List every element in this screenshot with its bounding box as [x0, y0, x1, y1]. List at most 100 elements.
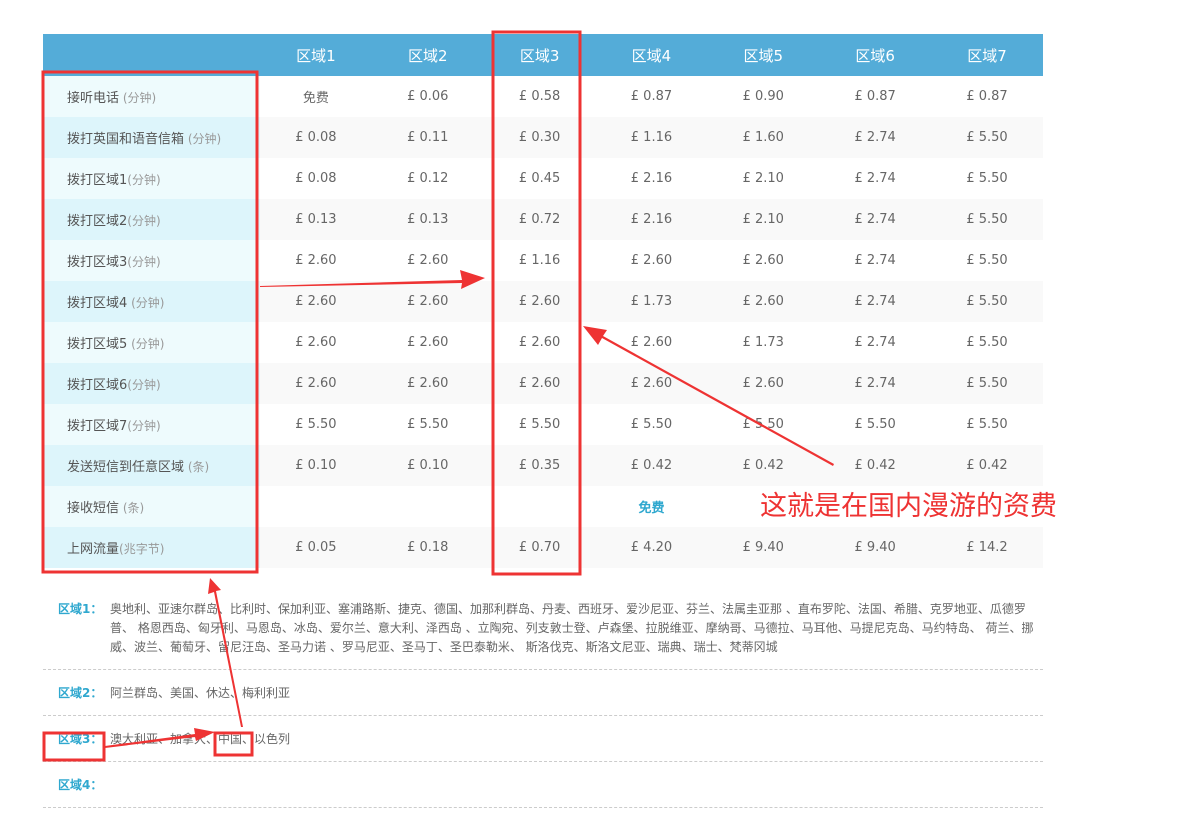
merged-cell: 免费 [638, 501, 665, 516]
region-item: 区域2： 阿兰群岛、美国、休达、梅利利亚 [43, 680, 1043, 716]
row-unit: (兆字节) [119, 542, 165, 556]
price-cell: £ 0.08 [295, 171, 337, 186]
price-cell: £ 0.11 [371, 117, 484, 158]
price-cell: £ 5.50 [295, 417, 337, 432]
column-header: 区域5 [707, 34, 820, 76]
highlight-box-region3-label [42, 731, 106, 762]
price-cell: £ 0.13 [260, 199, 372, 240]
price-cell: £ 1.16 [518, 253, 561, 268]
price-cell: £ 2.74 [854, 253, 896, 268]
table-row: 发送短信到任意区域 (条) £ 0.10 £ 0.10 £ 0.35 £ 0.42 £ 0… [43, 445, 1043, 486]
table-row: 接收短信 (条) 免费 [43, 486, 1043, 527]
price-cell: £ 2.60 [407, 335, 449, 350]
row-unit: (分钟) [127, 296, 165, 310]
row-label-text: 拨打区域3 [67, 255, 128, 270]
row-label: 拨打区域7(分钟) [43, 404, 260, 445]
price-cell: £ 5.50 [931, 281, 1043, 322]
arrow-to-region3-cell [583, 326, 834, 466]
price-cell: £ 2.74 [819, 363, 932, 404]
price-cell: £ 5.50 [931, 199, 1043, 240]
region-label: 区域3： [58, 732, 103, 746]
price-cell: £ 5.50 [630, 417, 673, 432]
row-label-text: 拨打区域2 [67, 214, 128, 229]
price-cell: £ 0.12 [407, 171, 449, 186]
column-header: 区域2 [371, 34, 484, 76]
column-header: 区域1 [260, 34, 372, 76]
row-label: 接听电话 (分钟) [43, 76, 260, 117]
row-unit: (分钟) [127, 419, 161, 433]
price-cell: £ 2.60 [260, 281, 372, 322]
price-cell: £ 0.42 [931, 445, 1043, 486]
price-cell: £ 0.13 [371, 199, 484, 240]
arrow-to-china [105, 728, 215, 748]
price-cell: £ 2.60 [483, 363, 596, 404]
price-cell: £ 1.73 [742, 335, 784, 350]
price-cell: £ 0.10 [260, 445, 372, 486]
region-label: 区域2： [58, 686, 103, 700]
table-row: 拨打区域4 (分钟) £ 2.60 £ 2.60 £ 2.60 £ 1.73 £ 2.60… [43, 281, 1043, 322]
price-cell: £ 0.87 [630, 89, 673, 104]
row-unit: (分钟) [127, 255, 161, 269]
price-cell: £ 1.73 [595, 281, 708, 322]
price-cell: £ 2.60 [630, 335, 673, 350]
row-unit: (分钟) [184, 132, 222, 146]
price-cell: £ 5.50 [966, 253, 1008, 268]
row-label: 接收短信 (条) [43, 486, 260, 527]
price-cell: £ 0.87 [854, 89, 896, 104]
row-label: 拨打区域1(分钟) [43, 158, 260, 199]
price-cell: £ 0.10 [371, 445, 484, 486]
annotation-text: 这就是在国内漫游的资费 [760, 491, 1057, 522]
row-label-text: 拨打区域5 [67, 337, 128, 352]
region-item: 区域1： 奥地利、亚速尔群岛、比利时、保加利亚、塞浦路斯、捷克、德国、加那利群岛、… [43, 596, 1043, 670]
price-cell: £ 2.60 [518, 335, 561, 350]
price-cell: £ 0.42 [595, 445, 708, 486]
price-cell: £ 2.60 [707, 281, 820, 322]
price-cell: £ 5.50 [966, 335, 1008, 350]
row-label-text: 拨打区域1 [67, 173, 128, 188]
price-cell: £ 1.16 [595, 117, 708, 158]
price-cell: £ 5.50 [518, 417, 561, 432]
price-cell: £ 5.50 [854, 417, 896, 432]
price-cell: £ 2.60 [483, 281, 596, 322]
price-cell: £ 0.18 [371, 527, 484, 568]
region-label: 区域1： [58, 602, 103, 616]
table-row: 上网流量(兆字节) £ 0.05 £ 0.18 £ 0.70 £ 4.20 £ 9.40 £… [43, 527, 1043, 568]
price-cell: £ 0.42 [707, 445, 820, 486]
column-header: 区域3 [483, 34, 596, 76]
arrow-to-region3-column [260, 270, 485, 289]
price-cell: £ 2.74 [819, 117, 932, 158]
price-cell: £ 9.40 [819, 527, 932, 568]
price-cell: £ 2.16 [630, 171, 673, 186]
price-cell: £ 2.10 [742, 171, 784, 186]
row-label: 拨打区域3(分钟) [43, 240, 260, 281]
price-cell: £ 5.50 [931, 363, 1043, 404]
column-header: 区域4 [595, 34, 708, 76]
price-cell: £ 2.60 [295, 253, 337, 268]
price-cell: £ 14.2 [931, 527, 1043, 568]
price-cell: £ 2.74 [819, 281, 932, 322]
price-cell: £ 5.50 [931, 117, 1043, 158]
row-label-text: 拨打英国和语音信箱 [67, 132, 185, 147]
row-unit: (分钟) [127, 173, 161, 187]
column-header: 区域6 [819, 34, 932, 76]
row-label-text: 上网流量 [67, 542, 120, 557]
row-label: 拨打区域4 (分钟) [43, 281, 260, 322]
price-cell: £ 0.58 [518, 89, 561, 104]
price-cell: £ 2.60 [371, 363, 484, 404]
price-cell: £ 2.60 [295, 335, 337, 350]
table-row: 拨打区域2(分钟) £ 0.13 £ 0.13 £ 0.72 £ 2.16 £ 2.10 £… [43, 199, 1043, 240]
region-countries: 奥地利、亚速尔群岛、比利时、保加利亚、塞浦路斯、捷克、德国、加那利群岛、丹麦、西… [110, 602, 1034, 654]
row-label-text: 拨打区域7 [67, 419, 128, 434]
price-cell: £ 2.74 [854, 171, 896, 186]
row-label: 上网流量(兆字节) [43, 527, 260, 568]
highlight-box-labels [41, 70, 259, 574]
price-cell: £ 0.06 [407, 89, 449, 104]
price-cell: £ 0.35 [483, 445, 596, 486]
table-row: 拨打区域6(分钟) £ 2.60 £ 2.60 £ 2.60 £ 2.60 £ 2.60 £… [43, 363, 1043, 404]
price-cell: £ 0.45 [518, 171, 561, 186]
arrow-to-labels [208, 578, 243, 727]
row-label-text: 拨打区域6 [67, 378, 128, 393]
price-cell: £ 2.74 [854, 335, 896, 350]
table-row: 拨打区域5 (分钟) £ 2.60 £ 2.60 £ 2.60 £ 2.60 £ 1.73… [43, 322, 1043, 363]
price-cell: £ 2.60 [630, 253, 673, 268]
